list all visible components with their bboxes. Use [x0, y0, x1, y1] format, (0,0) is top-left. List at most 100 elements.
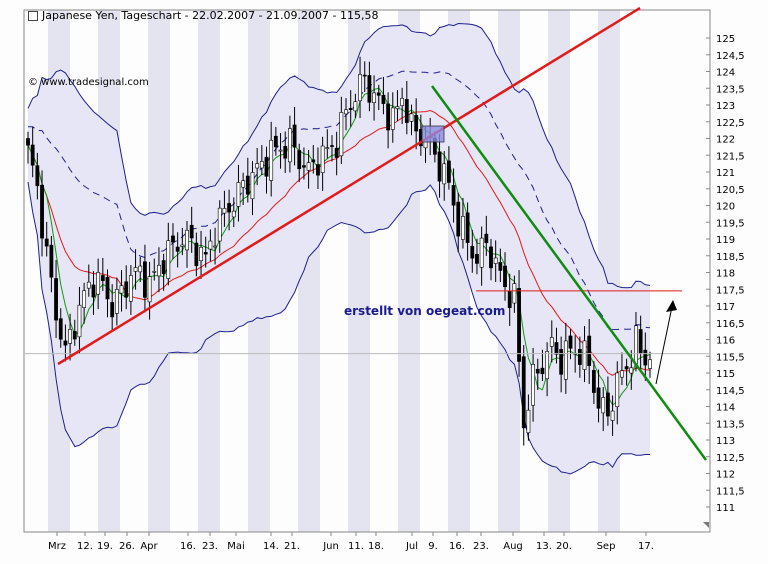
candle-body	[241, 180, 246, 188]
candle-body	[624, 366, 629, 370]
credit-label: erstellt von oegeat.com	[344, 304, 506, 318]
candle-body	[456, 201, 461, 237]
x-tick-label: 17.	[638, 541, 654, 552]
candle-body	[643, 349, 648, 366]
trendlines	[57, 6, 709, 528]
candle-body	[143, 261, 147, 298]
candle-body	[531, 364, 535, 406]
candle-body	[545, 351, 550, 380]
candle-body	[409, 113, 414, 122]
candle-body	[114, 289, 119, 314]
y-tick-label: 122,5	[716, 118, 745, 129]
y-tick-label: 111	[716, 503, 735, 514]
candle-body	[292, 124, 297, 148]
candle-body	[82, 290, 87, 308]
x-tick-label: Mai	[227, 541, 245, 552]
candle-body	[344, 109, 348, 115]
candle-body	[250, 172, 255, 200]
candle-body	[535, 368, 540, 374]
candle-body	[596, 387, 601, 409]
candle-body	[86, 281, 91, 289]
candle-body	[297, 150, 302, 170]
candle-body	[400, 97, 405, 106]
candle-body	[269, 139, 274, 181]
candle-body	[330, 145, 334, 147]
y-tick-label: 122	[716, 135, 735, 146]
x-tick-label: 23.	[202, 541, 218, 552]
candle-body	[437, 151, 442, 182]
y-tick-label: 123,5	[716, 84, 745, 95]
candle-body	[245, 175, 250, 195]
y-tick-label: 119,5	[716, 218, 745, 229]
x-tick-label: 26.	[119, 541, 135, 552]
y-axis-ticks: 125 124,5 124 123,5 123 122,5 122 121,5 121 120,5…	[706, 34, 745, 514]
x-tick-label: 11.	[348, 541, 364, 552]
x-tick-label: 20.	[556, 541, 572, 552]
candle-body	[386, 103, 391, 131]
candle-body	[470, 245, 475, 259]
candle-body	[517, 288, 521, 362]
y-tick-label: 121	[716, 168, 735, 179]
candle-body	[316, 164, 320, 176]
y-tick-label: 112,5	[716, 453, 745, 464]
candle-body	[133, 267, 138, 272]
y-tick-label: 125	[716, 34, 735, 45]
candle-body	[620, 370, 624, 378]
candle-body	[217, 207, 222, 242]
candle-body	[461, 216, 465, 240]
candle-body	[119, 285, 124, 294]
x-tick-label: 14.	[263, 541, 279, 552]
x-tick-label: Mrz	[48, 541, 66, 552]
candle-body	[124, 281, 129, 298]
candle-body	[610, 410, 615, 421]
candle-body	[521, 356, 526, 429]
candle-body	[306, 162, 311, 171]
candle-body	[35, 165, 40, 187]
y-tick-label: 113,5	[716, 419, 745, 430]
candle-body	[58, 318, 63, 340]
plot-frame	[23, 9, 711, 533]
candle-body	[273, 135, 278, 148]
candle-body	[372, 92, 376, 103]
middle-dashed-band	[28, 70, 651, 331]
candle-body	[100, 275, 105, 281]
chart-title: Japanese Yen, Tageschart - 22.02.2007 - …	[28, 9, 379, 22]
candle-body	[376, 92, 381, 96]
candle-body	[648, 359, 652, 369]
y-tick-label: 123	[716, 101, 735, 112]
y-tick-label: 124	[716, 68, 735, 79]
candle-body	[563, 340, 568, 380]
x-tick-label: Apr	[140, 541, 158, 552]
x-tick-label: 23.	[473, 541, 489, 552]
x-tick-label: Sep	[597, 541, 616, 552]
x-tick-label: 16.	[180, 541, 196, 552]
y-tick-label: 120	[716, 202, 735, 213]
candle-body	[549, 337, 554, 347]
candle-body	[381, 94, 386, 104]
candle-body	[222, 208, 227, 214]
candle-body	[175, 246, 180, 252]
candle-body	[320, 145, 325, 173]
candle-body	[591, 370, 596, 393]
y-tick-label: 118	[716, 269, 735, 280]
x-tick-label: 18.	[368, 541, 384, 552]
breakout-marker-box	[421, 125, 445, 143]
candle-body	[638, 329, 643, 354]
candle-body	[507, 291, 512, 309]
candle-body	[325, 147, 330, 149]
candle-body	[447, 160, 451, 183]
candle-body	[367, 75, 372, 103]
price-candles	[26, 56, 652, 446]
y-tick-label: 121,5	[716, 151, 745, 162]
candle-body	[278, 149, 283, 152]
candle-body	[512, 283, 517, 304]
chart-menu-icon[interactable]	[28, 11, 38, 21]
candle-body	[128, 275, 133, 302]
projection-arrow-shaft	[655, 301, 674, 385]
x-tick-label: Aug	[503, 541, 523, 552]
candle-body	[77, 304, 82, 338]
candle-body	[475, 254, 479, 264]
candle-body	[358, 74, 362, 102]
candle-body	[44, 238, 49, 247]
candle-body	[283, 146, 288, 159]
